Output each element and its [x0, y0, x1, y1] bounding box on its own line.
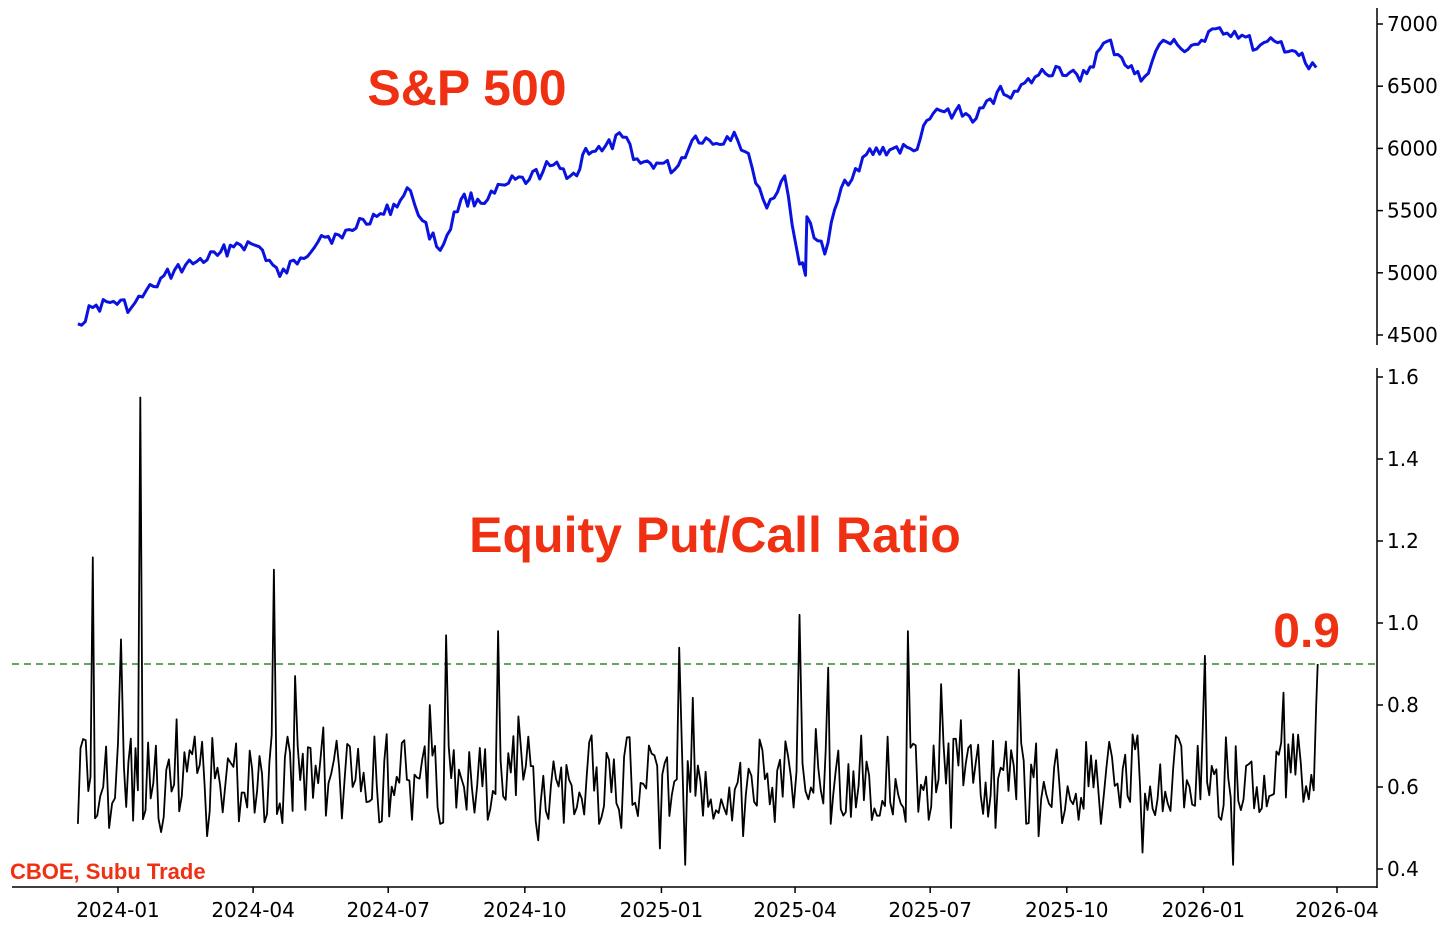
- x-tick-label: 2024-01: [76, 898, 160, 922]
- x-tick-label: 2025-10: [1025, 898, 1109, 922]
- x-tick-label: 2025-04: [753, 898, 837, 922]
- x-tick-label: 2025-01: [620, 898, 704, 922]
- sp500-y-ticks: 4500 5000 5500 6000 6500 7000: [1377, 12, 1438, 347]
- put-call-series-line: [78, 398, 1318, 865]
- x-tick-label: 2024-10: [483, 898, 567, 922]
- x-tick-label: 2024-04: [211, 898, 295, 922]
- sp500-series-line: [78, 28, 1316, 326]
- put-call-y-tick-label: 1.2: [1387, 529, 1419, 553]
- sp500-y-tick-label: 4500: [1387, 323, 1438, 347]
- sp500-y-tick-label: 7000: [1387, 12, 1438, 36]
- sp500-y-tick-label: 5000: [1387, 261, 1438, 285]
- put-call-panel: Equity Put/Call Ratio 0.4 0.6 0.8 1.0 1.2 1.4…: [12, 365, 1419, 922]
- sp500-panel: S&P 500 4500 5000 5500 6000 6500 7000: [78, 8, 1438, 347]
- put-call-y-tick-label: 1.6: [1387, 365, 1419, 389]
- x-tick-label: 2026-01: [1162, 898, 1246, 922]
- reference-line-label: 0.9: [1273, 605, 1340, 658]
- put-call-y-tick-label: 1.0: [1387, 611, 1419, 635]
- put-call-y-tick-label: 0.4: [1387, 857, 1419, 881]
- put-call-y-ticks: 0.4 0.6 0.8 1.0 1.2 1.4 1.6: [1377, 365, 1419, 881]
- sp500-y-tick-label: 6500: [1387, 74, 1438, 98]
- x-tick-label: 2026-04: [1295, 898, 1379, 922]
- sp500-title: S&P 500: [367, 60, 566, 116]
- x-tick-label: 2025-07: [888, 898, 972, 922]
- put-call-y-tick-label: 1.4: [1387, 447, 1419, 471]
- sp500-y-tick-label: 6000: [1387, 136, 1438, 160]
- x-axis-ticks: 2024-01 2024-04 2024-07 2024-10 2025-01 2025-…: [76, 887, 1379, 922]
- source-label: CBOE, Subu Trade: [10, 859, 206, 885]
- put-call-title: Equity Put/Call Ratio: [469, 507, 961, 563]
- x-tick-label: 2024-07: [346, 898, 430, 922]
- put-call-y-tick-label: 0.6: [1387, 775, 1419, 799]
- put-call-y-tick-label: 0.8: [1387, 693, 1419, 717]
- sp500-y-tick-label: 5500: [1387, 199, 1438, 223]
